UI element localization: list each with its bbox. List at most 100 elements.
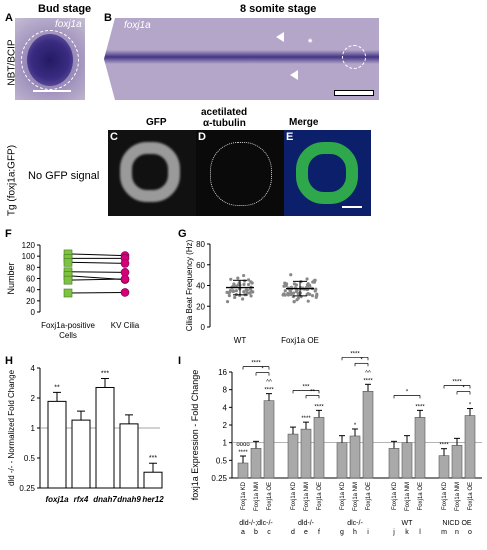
i-bar-letter: g [340,529,344,536]
g-data-point [292,282,297,286]
g-data-point [248,290,252,295]
g-data-point [313,289,317,293]
f-y-tick-label: 100 [22,252,36,261]
i-sig-label: **** [314,404,324,410]
i-group-label: dld-/- [298,520,315,527]
gfp-ring [120,142,180,202]
i-bar-label: Foxj1a NM [353,482,359,511]
i-sig-extra-label: oooo [236,442,250,448]
i-sig-label: **** [301,416,311,422]
panel-label-c: C [110,131,118,143]
i-bracket-label: **** [452,380,462,386]
i-bracket-label: **** [350,351,360,357]
panel-e-image [284,130,371,216]
scale-bar [33,90,71,93]
merge-title: Merge [289,117,319,128]
g-data-point [246,278,251,282]
i-bar-label: Foxj1a NM [254,482,260,511]
g-data-point [241,297,245,301]
h-sig-label: *** [149,455,157,462]
i-bar [287,433,299,479]
panel-label-i: I [178,355,182,367]
i-y-tick-label: 2 [223,421,228,430]
f-pair-line [67,291,126,294]
i-bar [464,415,476,479]
i-bar-letter: n [455,529,459,536]
arrowhead-down-icon [290,70,298,80]
i-bar [414,417,426,479]
i-bar-letter: f [318,529,320,536]
h-bar [95,386,115,489]
kv-outline [21,30,79,90]
g-data-point [227,293,231,298]
panel-a-image [15,18,85,100]
i-y-tick-label: 16 [218,368,227,377]
h-y-tick-label: 0.5 [24,454,36,463]
i-sig-extra-label: ^^ [365,370,371,376]
g-data-point [286,291,290,296]
somite-stage-title: 8 somite stage [240,3,317,15]
i-bar [237,462,249,479]
g-data-point [305,277,309,281]
f-y-tick-label: 0 [31,308,36,317]
h-sig-label: ** [54,384,60,391]
i-bar [250,448,262,479]
tubulin-title-1: acetilated [201,107,248,118]
g-data-point [242,273,246,278]
g-data-point [289,292,293,297]
h-sig-label: *** [101,370,109,377]
panel-label-b: B [104,12,112,24]
f-pair-line [67,278,126,281]
f-point-cilia [120,288,130,297]
g-data-point [251,290,255,294]
f-y-tick-label: 120 [22,241,36,250]
i-bar [263,400,275,479]
notochord-stain [104,50,379,64]
g-data-point [284,282,288,286]
g-data-point [249,294,253,298]
i-bar-letter: h [353,529,357,536]
panel-c-image [108,130,196,216]
scale-bar-e [342,206,362,208]
h-bar [119,423,139,489]
i-bar-label: Foxj1a KD [291,481,297,510]
panel-label-e: E [286,131,294,143]
h-bar [143,471,163,489]
i-bar-letter: b [254,529,258,536]
i-bar-letter: l [419,529,421,536]
i-bar-label: Foxj1a OE [366,482,372,510]
g-data-point [242,290,246,294]
g-data-point [242,282,246,287]
f-point-cells [63,275,73,285]
i-bar-label: Foxj1a NM [304,482,310,511]
f-point-cilia [120,259,130,268]
i-group-label: NICD OE [442,520,472,527]
i-bar-label: Foxj1a KD [392,481,398,510]
i-bracket-label: * [462,386,465,392]
star-marker: * [308,37,313,49]
i-bar-letter: c [267,529,271,536]
no-gfp-text: No GFP signal [28,170,100,182]
f-point-cells [63,288,73,298]
i-bar-letter: j [392,529,395,536]
g-data-point [312,279,316,283]
h-y-tick-label: 2 [31,394,36,403]
f-y-tick-label: 60 [26,275,35,284]
panel-label-g: G [178,228,187,240]
h-y-tick-label: 1 [31,424,36,433]
g-data-point [296,292,300,296]
i-sig-label: **** [439,443,449,449]
g-data-point [229,277,233,281]
i-group-label: WT [402,520,414,527]
i-bar-label: Foxj1a OE [317,482,323,510]
cilia-ring [210,142,272,206]
i-bar-letter: o [468,529,472,536]
panel-label-d: D [198,131,206,143]
i-bar [388,448,400,479]
i-bar [438,455,450,479]
i-bar-label: Foxj1a NM [455,482,461,511]
g-data-point [310,294,315,298]
f-y-axis-label: Number [6,262,16,294]
g-data-point [289,273,293,277]
f-y-tick-label: 20 [26,297,35,306]
